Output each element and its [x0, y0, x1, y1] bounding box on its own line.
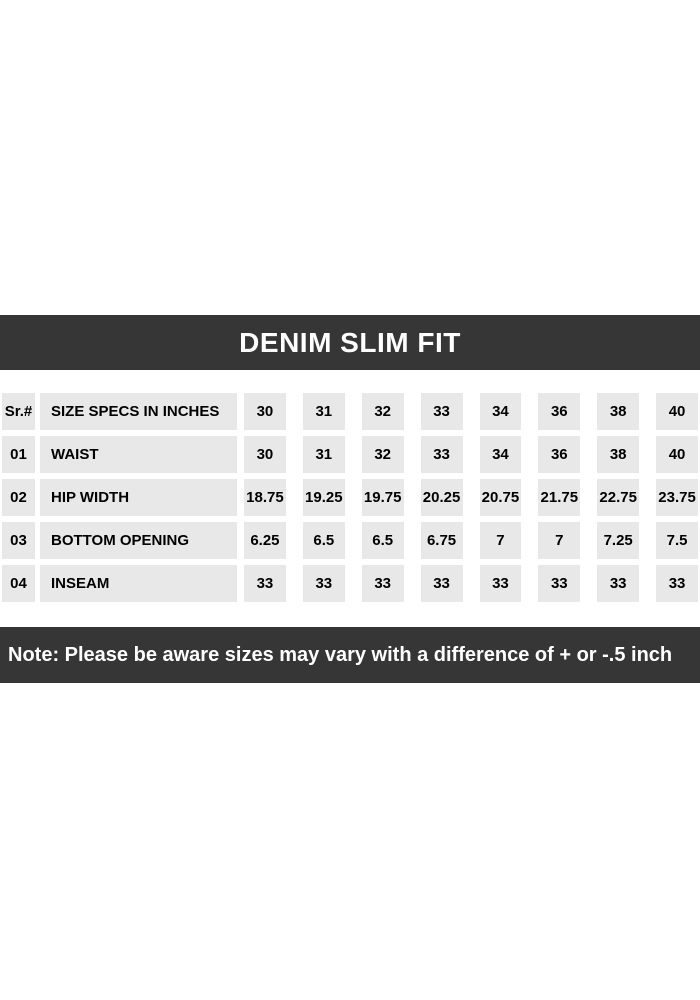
row-cell-value: 20.25: [420, 479, 463, 516]
header-cell-size: 36: [538, 393, 581, 430]
title-bar: DENIM SLIM FIT: [0, 315, 700, 370]
row-cell-value: 33: [479, 565, 522, 602]
row-cell-value: 19.25: [302, 479, 345, 516]
row-cell-value: 33: [420, 565, 463, 602]
row-cell-value: 23.75: [656, 479, 698, 516]
row-cell-value: 33: [656, 565, 698, 602]
row-cell-value: 6.25: [244, 522, 286, 559]
row-cell-value: 7: [479, 522, 522, 559]
note-text: Note: Please be aware sizes may vary wit…: [8, 643, 673, 666]
row-cell-value: 34: [479, 436, 522, 473]
row-cell-value: 21.75: [538, 479, 581, 516]
row-cell-value: 33: [244, 565, 286, 602]
header-cell-size: 30: [244, 393, 286, 430]
row-cell-value: 40: [656, 436, 698, 473]
row-cell-value: 18.75: [244, 479, 286, 516]
row-cell-value: 33: [361, 565, 404, 602]
row-cell-sr: 04: [2, 565, 35, 602]
row-cell-value: 33: [597, 565, 640, 602]
row-cell-value: 7.5: [656, 522, 698, 559]
row-cell-value: 20.75: [479, 479, 522, 516]
row-cell-value: 30: [244, 436, 286, 473]
row-cell-label: BOTTOM OPENING: [40, 522, 237, 559]
row-cell-value: 31: [302, 436, 345, 473]
row-cell-value: 19.75: [361, 479, 404, 516]
row-cell-label: INSEAM: [40, 565, 237, 602]
row-cell-value: 6.5: [302, 522, 345, 559]
header-cell-sr: Sr.#: [2, 393, 35, 430]
row-cell-sr: 03: [2, 522, 35, 559]
row-cell-value: 22.75: [597, 479, 640, 516]
header-cell-size: 38: [597, 393, 640, 430]
row-cell-label: HIP WIDTH: [40, 479, 237, 516]
row-cell-value: 38: [597, 436, 640, 473]
row-cell-value: 6.5: [361, 522, 404, 559]
row-cell-value: 33: [420, 436, 463, 473]
header-cell-size: 40: [656, 393, 698, 430]
header-cell-size: 31: [302, 393, 345, 430]
header-cell-size: 32: [361, 393, 404, 430]
table-row-hip-width: 02 HIP WIDTH 18.75 19.25 19.75 20.25 20.…: [2, 479, 698, 516]
table-row-inseam: 04 INSEAM 33 33 33 33 33 33 33 33: [2, 565, 698, 602]
header-cell-size: 33: [420, 393, 463, 430]
table-row-waist: 01 WAIST 30 31 32 33 34 36 38 40: [2, 436, 698, 473]
row-cell-label: WAIST: [40, 436, 237, 473]
table-row-bottom-opening: 03 BOTTOM OPENING 6.25 6.5 6.5 6.75 7 7 …: [2, 522, 698, 559]
row-cell-value: 33: [302, 565, 345, 602]
row-cell-sr: 01: [2, 436, 35, 473]
row-cell-value: 33: [538, 565, 581, 602]
page-title: DENIM SLIM FIT: [239, 326, 461, 358]
row-cell-value: 32: [361, 436, 404, 473]
header-cell-size: 34: [479, 393, 522, 430]
table-header-row: Sr.# SIZE SPECS IN INCHES 30 31 32 33 34…: [2, 393, 698, 430]
size-spec-table: Sr.# SIZE SPECS IN INCHES 30 31 32 33 34…: [2, 393, 698, 608]
row-cell-value: 7: [538, 522, 581, 559]
row-cell-value: 7.25: [597, 522, 640, 559]
note-bar: Note: Please be aware sizes may vary wit…: [0, 627, 700, 683]
row-cell-value: 6.75: [420, 522, 463, 559]
row-cell-sr: 02: [2, 479, 35, 516]
header-cell-spec-label: SIZE SPECS IN INCHES: [40, 393, 237, 430]
row-cell-value: 36: [538, 436, 581, 473]
